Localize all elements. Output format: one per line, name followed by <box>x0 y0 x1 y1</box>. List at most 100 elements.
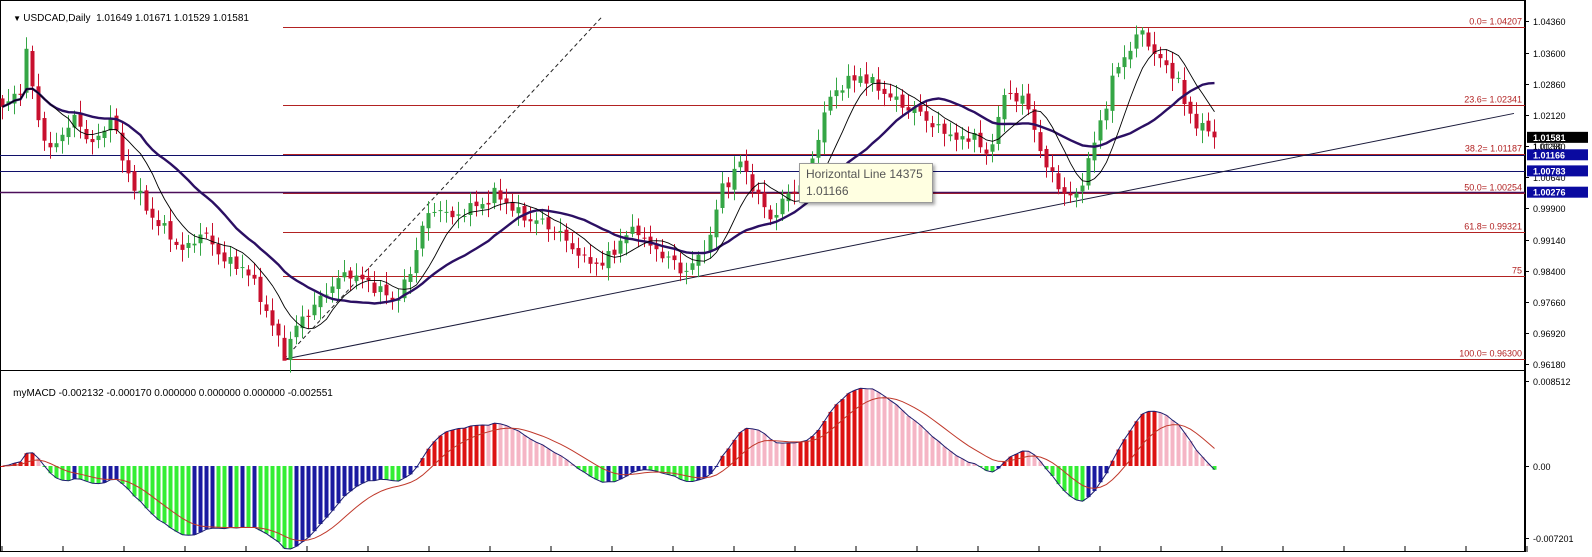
candle <box>1122 45 1127 80</box>
macd-histogram-bar <box>168 466 173 528</box>
macd-histogram-bar <box>1128 430 1133 466</box>
candle-body <box>882 88 887 94</box>
candle-body <box>468 203 473 215</box>
candle-body <box>786 193 791 202</box>
candle <box>456 201 461 229</box>
macd-histogram-bar <box>816 429 821 466</box>
macd-histogram-bar <box>210 466 215 529</box>
candle-body <box>1212 131 1217 138</box>
candle-body <box>354 275 359 282</box>
candle-body <box>876 79 881 91</box>
candle <box>1098 109 1103 149</box>
macd-histogram-bar <box>1170 420 1175 466</box>
candle <box>1176 71 1181 84</box>
macd-histogram-bar <box>1158 412 1163 466</box>
candle <box>552 226 557 241</box>
macd-histogram-bar <box>708 466 713 474</box>
candle <box>306 309 311 329</box>
candle-body <box>1092 142 1097 161</box>
candle-body <box>1134 34 1139 49</box>
macd-histogram-bar <box>330 466 335 511</box>
macd-histogram-bar <box>900 410 905 466</box>
candle-body <box>156 220 161 227</box>
candle <box>414 237 419 283</box>
macd-histogram-bar <box>420 458 425 466</box>
macd-histogram-bar <box>498 423 503 466</box>
macd-histogram-bar <box>240 466 245 528</box>
candle-body <box>216 243 221 255</box>
candle <box>66 115 71 145</box>
candle <box>420 221 425 257</box>
candle <box>882 80 887 107</box>
candle-body <box>1104 108 1109 121</box>
candle-body <box>966 138 971 142</box>
collapse-arrow-icon[interactable]: ▼ <box>13 14 24 23</box>
candle-body <box>60 134 65 142</box>
candle-body <box>1146 32 1151 47</box>
ohlc-values: 1.01649 1.01671 1.01529 1.01581 <box>96 13 249 24</box>
macd-histogram-bar <box>810 436 815 466</box>
macd-histogram-bar <box>522 435 527 466</box>
candle-body <box>522 206 527 221</box>
price-axis-label: 1.01380 <box>1533 142 1566 152</box>
macd-histogram-bar <box>852 390 857 466</box>
candle <box>162 214 167 234</box>
candle-body <box>450 210 455 218</box>
macd-histogram-bar <box>930 436 935 466</box>
macd-histogram-bar <box>438 435 443 466</box>
dashed-trendline <box>283 16 603 360</box>
candle-body <box>858 76 863 83</box>
candle <box>750 163 755 198</box>
candle-body <box>1068 193 1073 196</box>
candle-body <box>960 136 965 140</box>
candle-body <box>420 225 425 249</box>
macd-histogram-bar <box>264 466 269 534</box>
candle <box>1146 28 1151 51</box>
macd-histogram-bar <box>1050 466 1055 476</box>
candle <box>516 194 521 226</box>
candle-body <box>432 211 437 213</box>
candle <box>1140 26 1145 47</box>
candle <box>1200 113 1205 144</box>
candle-body <box>816 139 821 158</box>
macd-histogram-bar <box>342 466 347 497</box>
macd-histogram-bar <box>486 425 491 466</box>
price-axis-label: 1.04360 <box>1533 17 1566 27</box>
macd-histogram-bar <box>612 466 617 482</box>
price-axis-label: 0.96920 <box>1533 329 1566 339</box>
candle-body <box>504 198 509 204</box>
macd-histogram-bar <box>540 444 545 466</box>
macd-histogram-bar <box>558 455 563 466</box>
candle-body <box>438 210 443 212</box>
candle <box>744 149 749 185</box>
macd-histogram-bar <box>552 452 557 466</box>
macd-histogram-bar <box>894 404 899 466</box>
price-marker-label: 1.01581 <box>1533 133 1566 143</box>
candle-body <box>492 187 497 204</box>
macd-histogram-bar <box>102 466 107 483</box>
candle <box>582 247 587 263</box>
fast-moving-average <box>2 49 1215 330</box>
candle <box>300 305 305 339</box>
candle-body <box>762 192 767 208</box>
candle-body <box>774 214 779 218</box>
macd-histogram-bar <box>474 425 479 466</box>
candle <box>1110 63 1115 123</box>
candle <box>708 226 713 259</box>
price-axis-label: 0.98400 <box>1533 267 1566 277</box>
macd-histogram-bar <box>1038 461 1043 466</box>
candle-body <box>258 276 263 302</box>
macd-histogram-bar <box>702 466 707 479</box>
macd-histogram-bar <box>582 466 587 473</box>
candle <box>1206 112 1211 137</box>
candle-body <box>300 316 305 329</box>
macd-histogram-bar <box>1086 466 1091 498</box>
candle <box>888 83 893 102</box>
price-marker-box <box>1527 131 1588 143</box>
candle-body <box>372 282 377 293</box>
candle-body <box>846 75 851 89</box>
candle-body <box>852 75 857 81</box>
macd-histogram-bar <box>30 452 35 466</box>
